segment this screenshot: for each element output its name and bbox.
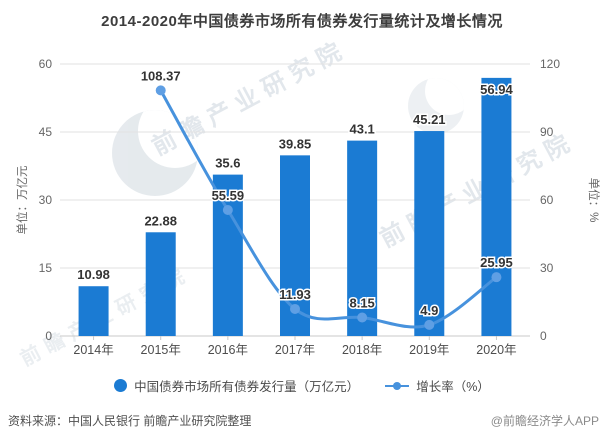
svg-text:30: 30	[540, 261, 554, 275]
svg-text:35.6: 35.6	[215, 156, 240, 171]
credit: @前瞻经济学人APP	[490, 414, 599, 428]
line-series-marker-icon	[385, 381, 410, 390]
svg-text:43.1: 43.1	[349, 122, 374, 137]
svg-text:60: 60	[39, 57, 53, 71]
svg-text:0: 0	[45, 329, 52, 343]
svg-text:2019年: 2019年	[409, 343, 449, 357]
legend-label-issuance: 中国债券市场所有债券发行量（万亿元）	[134, 380, 360, 394]
svg-text:22.88: 22.88	[144, 213, 177, 228]
legend-label-growth: 增长率（%）	[416, 380, 490, 394]
svg-text:45: 45	[39, 125, 53, 139]
data-source: 资料来源：中国人民银行 前瞻产业研究院整理	[8, 414, 252, 428]
svg-text:0: 0	[540, 329, 547, 343]
svg-text:单位：万亿元: 单位：万亿元	[15, 165, 29, 234]
svg-text:25.95: 25.95	[480, 255, 513, 270]
legend-item-issuance[interactable]: 中国债券市场所有债券发行量（万亿元）	[114, 376, 359, 395]
svg-text:11.93: 11.93	[279, 287, 311, 302]
svg-text:2018年: 2018年	[342, 343, 382, 357]
svg-text:30: 30	[39, 193, 53, 207]
svg-text:2016年: 2016年	[208, 343, 248, 357]
svg-text:15: 15	[39, 261, 53, 275]
chart-title: 2014-2020年中国债券市场所有债券发行量统计及增长情况	[101, 13, 503, 30]
bar-series-marker-icon	[114, 379, 128, 392]
svg-text:2020年: 2020年	[476, 343, 516, 357]
svg-text:120: 120	[540, 57, 560, 71]
svg-text:60: 60	[540, 193, 554, 207]
svg-text:2014年: 2014年	[73, 343, 113, 357]
svg-text:45.21: 45.21	[413, 112, 446, 127]
svg-text:单位：%: 单位：%	[587, 178, 601, 223]
svg-text:39.85: 39.85	[279, 136, 312, 151]
chart-legend: 中国债券市场所有债券发行量（万亿元） 增长率（%）	[0, 376, 604, 395]
svg-text:2017年: 2017年	[275, 343, 315, 357]
svg-text:55.59: 55.59	[212, 188, 245, 203]
svg-text:8.15: 8.15	[349, 296, 374, 311]
svg-text:90: 90	[540, 125, 554, 139]
svg-text:4.9: 4.9	[420, 303, 438, 318]
svg-text:108.37: 108.37	[141, 68, 181, 83]
svg-text:2015年: 2015年	[141, 343, 181, 357]
legend-item-growth[interactable]: 增长率（%）	[385, 376, 490, 395]
svg-text:10.98: 10.98	[77, 267, 110, 282]
svg-text:56.94: 56.94	[480, 82, 513, 97]
